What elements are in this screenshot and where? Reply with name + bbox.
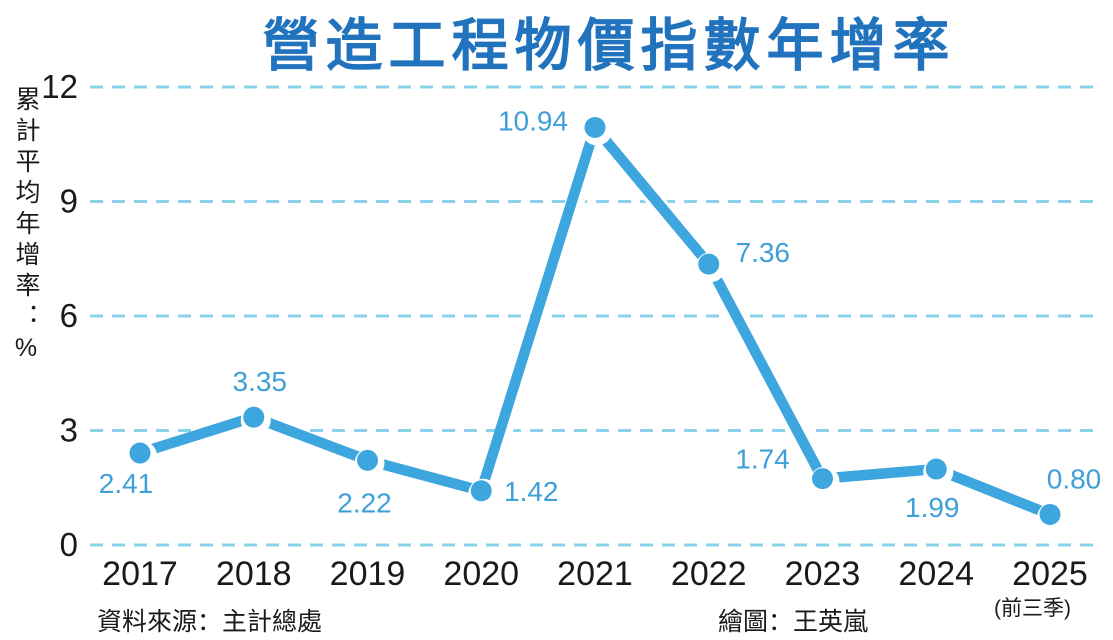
- data-label: 0.80: [1047, 463, 1102, 494]
- data-line: [134, 122, 1056, 520]
- x-tick-label: 2017: [102, 555, 178, 593]
- data-point: [470, 480, 492, 502]
- data-point: [698, 253, 720, 275]
- x-tick-label: 2023: [785, 555, 861, 593]
- data-label: 3.35: [233, 366, 288, 397]
- footnote: (前三季): [994, 597, 1071, 620]
- y-tick-label: 12: [41, 68, 78, 105]
- x-tick-label: 2020: [443, 555, 519, 593]
- x-tick-label: 2024: [898, 555, 974, 593]
- data-label: 2.41: [99, 468, 154, 499]
- data-label: 1.42: [504, 476, 559, 507]
- y-axis-title: 累計平均年增率：%: [12, 86, 40, 368]
- credit-note: 繪圖：王英嵐: [718, 608, 869, 636]
- data-point: [129, 442, 151, 464]
- data-label: 1.99: [905, 492, 960, 523]
- chart-title: 營造工程物價指數年增率: [262, 14, 956, 78]
- data-point: [584, 116, 606, 138]
- data-label: 2.22: [337, 487, 392, 518]
- data-point: [925, 458, 947, 480]
- x-tick-label: 2025: [1012, 555, 1088, 593]
- line-shadow: [134, 122, 1062, 527]
- data-point: [1039, 503, 1061, 525]
- x-tick-label: 2018: [216, 555, 292, 593]
- x-tick-label: 2022: [671, 555, 747, 593]
- y-tick-label: 6: [60, 297, 78, 334]
- y-tick-label: 9: [60, 183, 78, 220]
- data-label: 1.74: [735, 444, 790, 475]
- y-tick-label: 0: [60, 526, 78, 563]
- y-tick-label: 3: [60, 412, 78, 449]
- data-label: 10.94: [498, 105, 568, 136]
- data-label: 7.36: [736, 237, 791, 268]
- data-point: [357, 449, 378, 471]
- x-tick-label: 2021: [557, 555, 633, 593]
- data-point: [812, 468, 833, 490]
- x-tick-label: 2019: [330, 555, 406, 593]
- data-point: [243, 406, 265, 428]
- source-note: 資料來源：主計總處: [97, 608, 323, 636]
